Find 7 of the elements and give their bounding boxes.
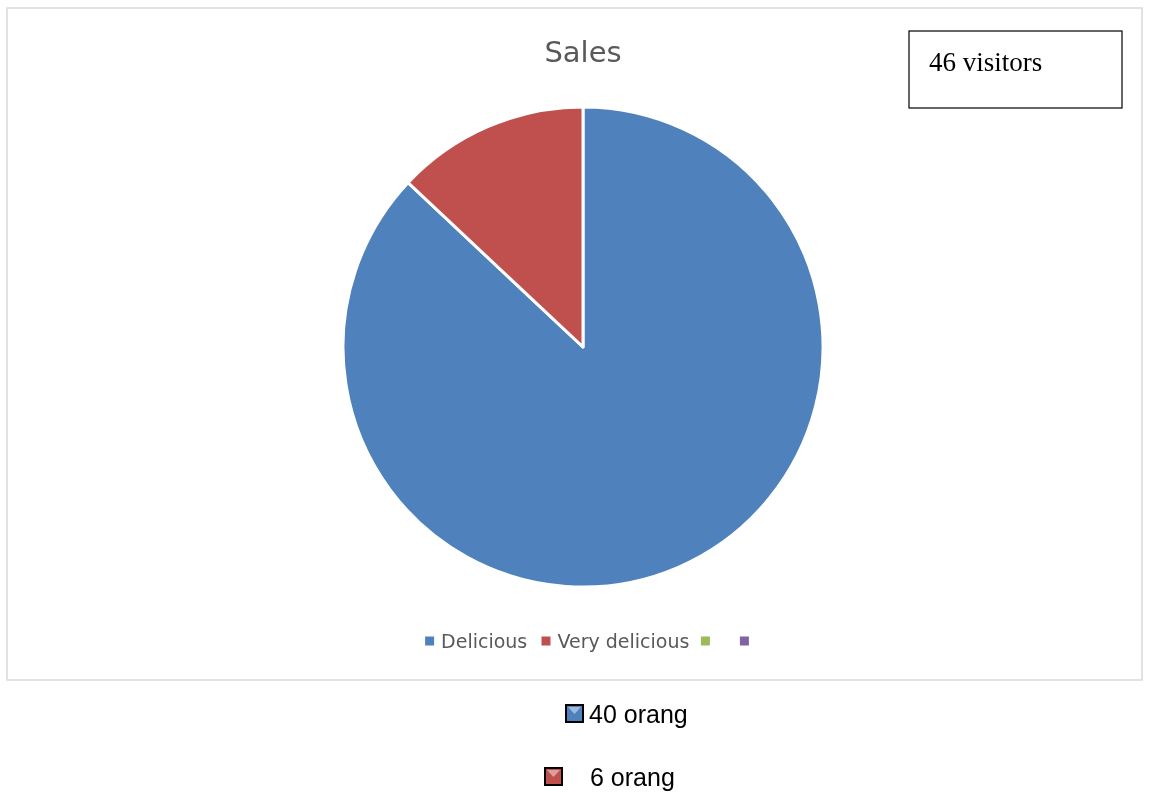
legend-label: Very delicious <box>557 629 690 652</box>
text: 6 orang <box>590 762 675 791</box>
text: 40 orang <box>589 699 688 728</box>
legend-label: Delicious <box>441 629 528 652</box>
text: 46 visitors <box>929 47 1043 78</box>
pie-slice <box>341 105 825 589</box>
chart-title: Sales <box>544 35 622 70</box>
